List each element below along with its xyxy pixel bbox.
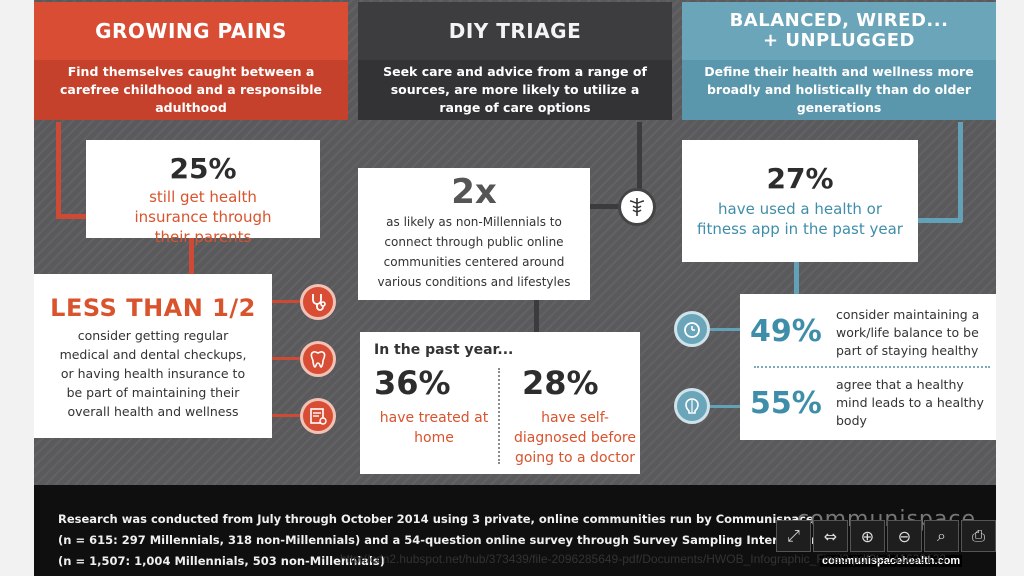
footer-line-2: (n = 615: 297 Millennials, 318 non-Mille… <box>58 533 832 547</box>
zoom-in-icon[interactable]: ⊕ <box>850 520 885 552</box>
clock-icon <box>674 311 710 347</box>
column-title: DIY Triage <box>358 2 672 60</box>
stat-value: LESS THAN 1/2 <box>50 294 256 322</box>
stat-value-49: 49% <box>750 314 822 349</box>
infographic: Growing Pains Find themselves caught bet… <box>34 0 996 576</box>
stat-card-27: 27% have used a health or fitness app in… <box>682 140 918 262</box>
column-desc: Seek care and advice from a range of sou… <box>358 60 672 120</box>
certificate-icon <box>300 398 336 434</box>
stat-value-28: 28% <box>522 364 599 402</box>
stat-text: consider getting regular medical and den… <box>59 328 247 419</box>
stat-value: 2x <box>451 172 497 212</box>
stat-text-28: have self-diagnosed before going to a do… <box>514 410 636 466</box>
print-icon[interactable]: ⎙ <box>961 520 996 552</box>
past-year-heading: In the past year... <box>374 342 514 358</box>
column-balanced: Balanced, Wired... + Unplugged Define th… <box>682 2 996 122</box>
column-title: Growing Pains <box>34 2 348 60</box>
column-title: Balanced, Wired... + Unplugged <box>682 2 996 60</box>
source-url[interactable]: http://cdn2.hubspot.net/hub/373439/file-… <box>340 552 947 566</box>
stat-card-25: 25% still get health insurance through t… <box>86 140 320 246</box>
column-desc: Define their health and wellness more br… <box>682 60 996 120</box>
source-domain[interactable]: communispacehealth.com <box>820 555 963 567</box>
brain-icon <box>674 388 710 424</box>
column-diy-triage: DIY Triage Seek care and advice from a r… <box>358 2 672 122</box>
past-year-card: In the past year... 36% have treated at … <box>360 332 640 474</box>
stat-value-55: 55% <box>750 386 822 421</box>
footer-line-1: Research was conducted from July through… <box>58 512 814 526</box>
caduceus-icon <box>618 188 656 226</box>
image-viewer-toolbar: ⤢ ⇔ ⊕ ⊖ ⌕ ⎙ <box>776 520 996 552</box>
stat-text-49: consider maintaining a work/life balance… <box>836 307 980 358</box>
stat-text-55: agree that a healthy mind leads to a hea… <box>836 377 984 428</box>
fit-screen-icon[interactable]: ⤢ <box>776 520 811 552</box>
zoom-out-icon[interactable]: ⊖ <box>887 520 922 552</box>
stat-text: as likely as non-Millennials to connect … <box>377 215 571 289</box>
column-desc: Find themselves caught between a carefre… <box>34 60 348 120</box>
stat-card-49-55: 49% consider maintaining a work/life bal… <box>740 294 996 440</box>
stat-card-2x: 2x as likely as non-Millennials to conne… <box>358 168 590 300</box>
stat-card-less-than-half: LESS THAN 1/2 consider getting regular m… <box>34 274 272 438</box>
stat-text: have used a health or fitness app in the… <box>697 200 903 238</box>
column-growing-pains: Growing Pains Find themselves caught bet… <box>34 2 348 122</box>
stat-value-36: 36% <box>374 364 451 402</box>
actual-size-icon[interactable]: ⇔ <box>813 520 848 552</box>
footer-line-3: (n = 1,507: 1,004 Millennials, 503 non-M… <box>58 554 385 568</box>
stat-text: still get health insurance through their… <box>134 188 272 246</box>
stat-value: 25% <box>169 152 237 185</box>
search-icon[interactable]: ⌕ <box>924 520 959 552</box>
tooth-icon <box>300 341 336 377</box>
stat-text-36: have treated at home <box>379 410 489 446</box>
stethoscope-icon <box>300 284 336 320</box>
stat-value: 27% <box>766 162 834 195</box>
